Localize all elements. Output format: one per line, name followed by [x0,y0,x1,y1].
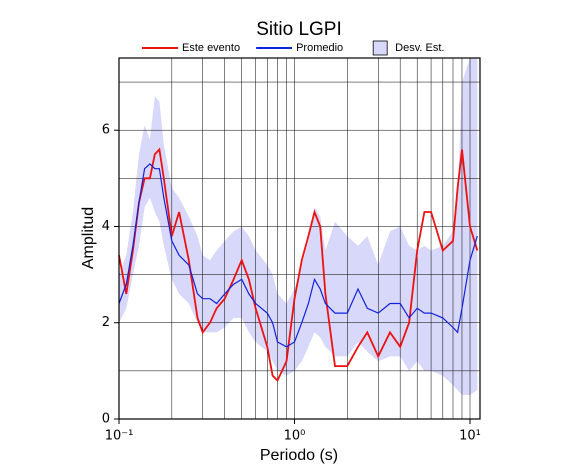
y-tick-label: 6 [102,123,110,138]
plot-frame [118,57,481,420]
legend-label: Este evento [182,42,240,54]
series-line [118,163,478,348]
y-tick-label: 4 [102,219,110,234]
series-line [118,147,479,383]
std-band [119,58,478,395]
x-tick-label: 10⁻¹ [105,429,134,444]
y-tick-label: 0 [102,412,110,427]
legend-label: Desv. Est. [395,42,444,54]
y-axis-label: Amplitud [80,207,97,269]
legend-swatch [372,40,388,56]
x-axis-label: Periodo (s) [260,447,338,464]
chart-title: Sitio LGPI [256,19,342,40]
legend-label: Promedio [296,42,343,54]
x-tick-label: 10⁰ [284,429,306,444]
y-tick-label: 2 [102,315,110,330]
x-tick-label: 10¹ [459,429,481,444]
